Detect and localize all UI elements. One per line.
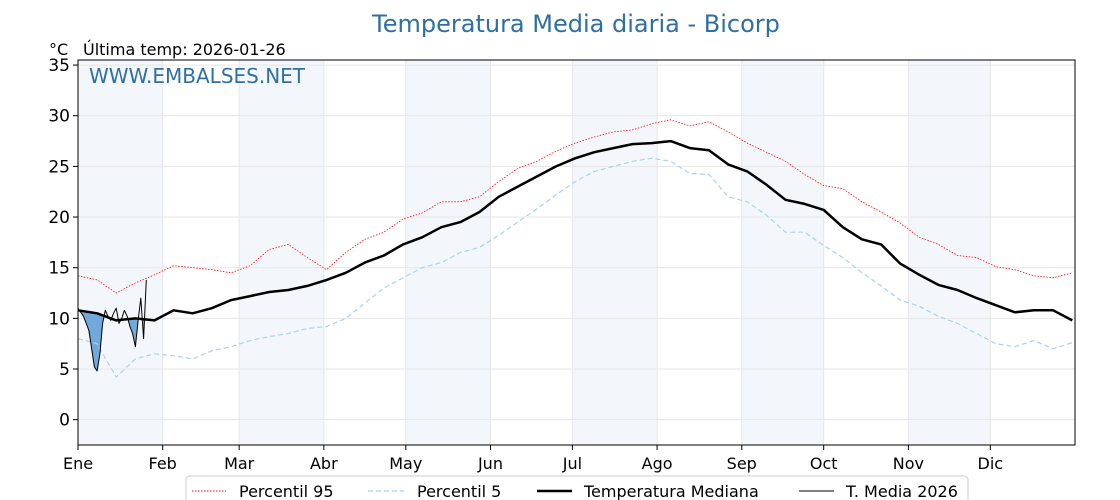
month-band	[78, 60, 163, 445]
x-tick-label: Oct	[810, 454, 838, 473]
legend: Percentil 95 Percentil 5 Temperatura Med…	[185, 475, 969, 500]
x-axis-months: Ene Feb Mar Abr May Jun Jul Ago Sep Oct Nov Dic	[63, 445, 1003, 473]
month-band	[741, 60, 824, 445]
x-tick-label: Abr	[310, 454, 338, 473]
month-band	[405, 60, 491, 445]
x-tick-label: Ene	[63, 454, 93, 473]
x-tick-label: Mar	[224, 454, 255, 473]
x-tick-label: Dic	[978, 454, 1004, 473]
series-line-median	[77, 139, 1073, 322]
series-lines	[77, 119, 1073, 378]
legend-label-2026: T. Media 2026	[845, 482, 958, 500]
series-line-p5	[77, 157, 1073, 378]
legend-label-median: Temperatura Mediana	[583, 482, 759, 500]
series-line-2026	[77, 279, 147, 372]
y-axis-ticks: 0 5 10 15 20 25 30 35	[48, 56, 78, 431]
plot-frame	[77, 59, 1076, 446]
x-tick-label: Ago	[642, 454, 673, 473]
y-tick-label: 25	[48, 157, 70, 177]
x-tick-label: Feb	[149, 454, 177, 473]
cold-anomaly-area	[78, 279, 147, 371]
chart-title: Temperatura Media diaria - Bicorp	[371, 10, 780, 38]
x-tick-label: Jul	[562, 454, 582, 473]
x-tick-label: May	[389, 454, 422, 473]
x-tick-label: Sep	[727, 454, 757, 473]
y-tick-label: 15	[48, 259, 70, 279]
legend-label-p95: Percentil 95	[239, 482, 334, 500]
month-band	[908, 60, 991, 445]
month-band	[239, 60, 324, 445]
y-tick-label: 30	[48, 107, 70, 127]
month-bands	[78, 60, 991, 445]
month-band	[572, 60, 658, 445]
y-tick-label: 0	[59, 411, 70, 431]
y-tick-label: 35	[48, 56, 70, 76]
y-tick-label: 20	[48, 208, 70, 228]
series-line-p95	[77, 119, 1073, 294]
last-temp-subtitle: Última temp: 2026-01-26	[83, 40, 286, 59]
y-tick-label: 10	[48, 309, 70, 329]
watermark: WWW.EMBALSES.NET	[89, 64, 306, 88]
x-tick-label: Nov	[893, 454, 924, 473]
x-tick-label: Jun	[477, 454, 503, 473]
legend-label-p5: Percentil 5	[417, 482, 501, 500]
below-median-fill	[78, 279, 147, 371]
legend-box	[185, 475, 969, 500]
y-tick-label: 5	[59, 360, 70, 380]
y-axis-unit: °C	[49, 40, 68, 59]
